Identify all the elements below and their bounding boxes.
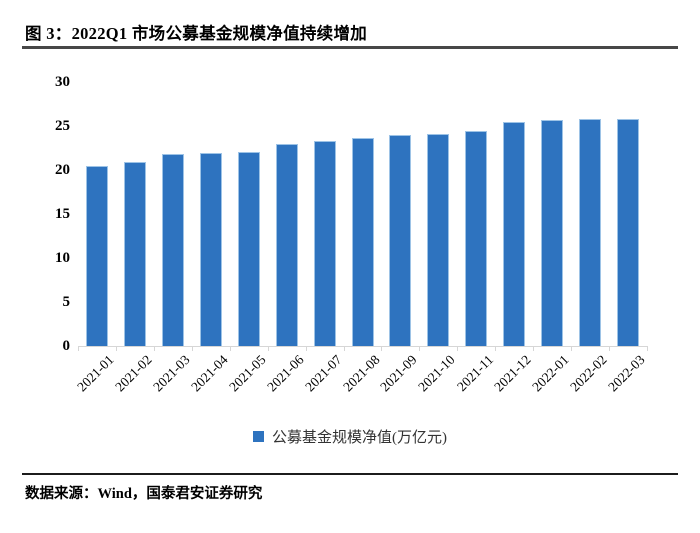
x-axis-tick [495,346,497,351]
bar-2021-11 [465,131,488,346]
bar-chart: 0 5 10 15 20 25 30 2021-01 2021-02 2021-03 2021-04… [55,74,648,395]
bar-2021-08 [351,138,374,346]
x-axis-label: 2021-09 [377,352,421,395]
bar-2021-06 [275,143,298,346]
x-axis-tick [267,346,269,351]
legend-label: 公募基金规模净值(万亿元) [272,429,447,446]
figure-title: 图 3：2022Q1 市场公募基金规模净值持续增加 [25,24,368,43]
x-axis-label: 2021-06 [263,352,307,395]
x-axis-label: 2021-11 [453,352,496,395]
x-axis-tick [78,346,79,351]
x-axis-tick [381,346,383,351]
x-axis-tick [647,346,648,351]
bar-2021-12 [503,121,526,346]
source-divider-line [22,473,678,475]
y-axis-tick-label: 10 [55,250,70,266]
x-axis-line [78,345,648,347]
x-axis-label: 2021-07 [301,352,345,395]
bar-2021-02 [123,162,146,346]
x-axis-label: 2021-12 [491,352,534,395]
x-axis-tick [457,346,459,351]
x-axis-label: 2021-08 [339,352,383,395]
bar-2021-09 [389,134,412,346]
x-axis-label: 2021-10 [415,352,458,395]
y-axis-tick-label: 25 [55,118,70,134]
bar-2021-01 [85,165,108,346]
x-axis-tick [191,346,193,351]
y-axis-tick-label: 30 [55,74,70,90]
x-axis-tick [229,346,231,351]
x-axis-tick [305,346,307,351]
x-axis-tick [419,346,421,351]
x-axis-label: 2021-05 [225,352,269,395]
y-axis-tick-label: 15 [55,206,70,222]
x-axis-label: 2022-03 [605,352,648,395]
x-axis-tick [115,346,117,351]
x-axis-label: 2022-02 [567,352,610,395]
title-divider-line [22,46,678,49]
bar-2021-07 [313,140,336,346]
x-axis-tick [343,346,345,351]
y-axis-tick-label: 20 [55,162,70,178]
data-source-note: 数据来源：Wind，国泰君安证券研究 [25,486,263,502]
x-axis-label: 2021-04 [187,352,231,395]
chart-legend: 公募基金规模净值(万亿元) [0,426,700,446]
x-axis-tick [533,346,535,351]
y-axis-tick-label: 5 [62,294,71,310]
bar-2022-03 [617,118,640,346]
bar-2021-10 [427,133,450,346]
x-axis-label: 2021-01 [74,352,117,395]
x-axis-label: 2022-01 [529,352,572,395]
bar-2021-03 [161,154,184,346]
legend-square-icon [253,430,264,442]
x-axis-label: 2021-02 [112,352,155,395]
bar-2021-04 [199,153,222,346]
x-axis-tick [609,346,611,351]
x-axis-label: 2021-03 [150,352,193,395]
x-axis-tick [153,346,155,351]
bar-2022-02 [579,118,602,346]
bar-2021-05 [237,152,260,346]
x-axis-tick [571,346,573,351]
bar-2022-01 [541,119,564,346]
y-axis-tick-label: 0 [62,338,71,354]
